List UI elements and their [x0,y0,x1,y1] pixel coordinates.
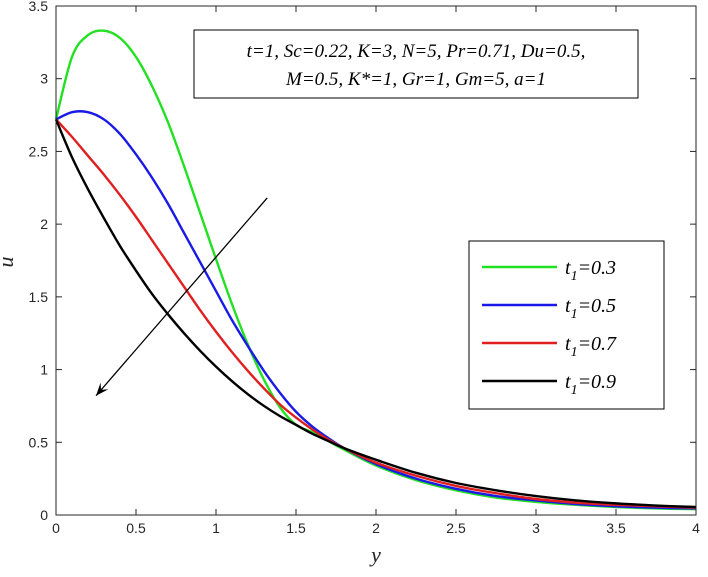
legend-label-value: =0.9 [578,371,617,393]
legend-item-3: t1=0.7 [482,333,617,360]
annotation-line-2: M=0.5, K*=1, Gr=1, Gm=5, a=1 [285,69,546,90]
legend-label-name: t [565,295,571,317]
legend-label: t1=0.9 [565,371,616,398]
legend-label-value: =0.5 [578,295,617,317]
ticks-layer: 0 0.5 1 1.5 2 2.5 3 3.5 4 0 0.5 1 1.5 2 2.5 3 3.5 [29,0,701,536]
x-tick-label: 1.5 [286,520,306,536]
legend-item-4: t1=0.9 [482,371,616,398]
y-tick-label: 3 [40,71,48,87]
y-tick-label: 0 [40,507,48,523]
trend-arrow-head [96,382,109,396]
annotation-line-1: t=1, Sc=0.22, K=3, N=5, Pr=0.71, Du=0.5, [247,41,586,62]
x-axis-label: y [369,542,381,567]
series-line-1 [54,29,697,511]
y-axis-label: u [0,257,18,268]
legend: t1=0.3t1=0.5t1=0.7t1=0.9 [468,240,665,410]
x-tick-label: 1 [212,520,220,536]
x-tick-label: 3 [532,520,540,536]
legend-label-subscript: 1 [571,269,578,284]
y-tick-label: 1.5 [29,289,49,305]
annotation-box: t=1, Sc=0.22, K=3, N=5, Pr=0.71, Du=0.5,… [193,29,639,99]
series-line-2 [55,110,697,510]
x-tick-label: 2.5 [446,520,466,536]
y-tick-label: 1 [40,362,48,378]
legend-label-subscript: 1 [571,383,578,398]
annotation-frame [193,29,639,99]
arrow-layer [95,197,268,397]
x-tick-label: 0.5 [126,520,146,536]
y-tick-label: 0.5 [29,434,49,450]
legend-label: t1=0.7 [565,333,617,360]
legend-label-subscript: 1 [571,345,578,360]
y-tick-label: 2.5 [29,143,49,159]
y-tick-label: 2 [40,216,48,232]
series-line-3 [55,118,697,509]
legend-label-value: =0.3 [578,257,617,279]
trend-arrow-line [95,197,268,397]
legend-label-value: =0.7 [578,333,617,355]
x-tick-label: 3.5 [606,520,626,536]
legend-label: t1=0.5 [565,295,616,322]
x-tick-label: 2 [372,520,380,536]
series-layer [54,29,697,511]
legend-label-name: t [565,257,571,279]
legend-item-2: t1=0.5 [482,295,616,322]
legend-label-name: t [565,333,571,355]
y-tick-label: 3.5 [29,0,49,14]
series-line-4 [54,118,697,509]
legend-item-1: t1=0.3 [482,257,616,284]
x-tick-label: 4 [692,520,700,536]
legend-label-name: t [565,371,571,393]
x-tick-label: 0 [52,520,60,536]
legend-label: t1=0.3 [565,257,616,284]
legend-label-subscript: 1 [571,307,578,322]
